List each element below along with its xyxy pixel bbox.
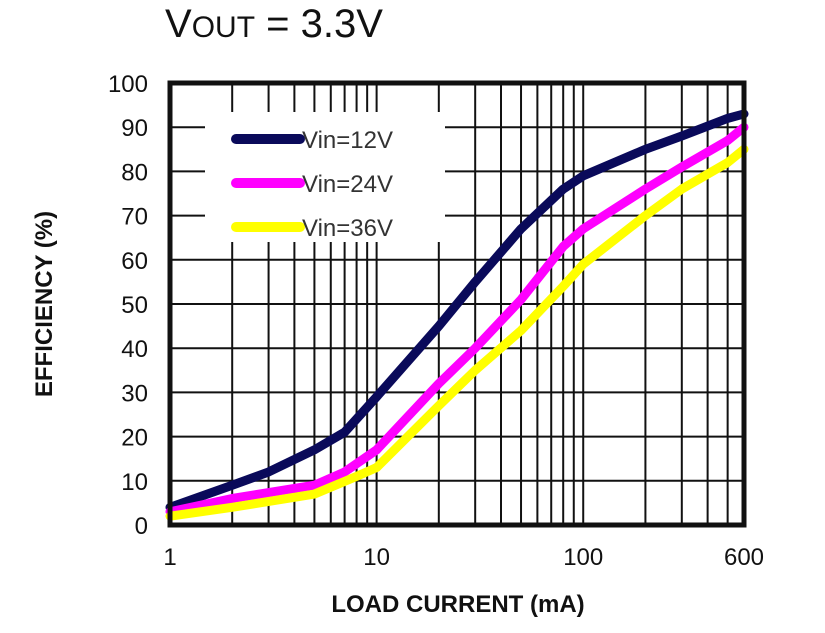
y-tick-label: 50 — [121, 292, 148, 319]
y-axis-label: EFFICIENCY (%) — [31, 211, 58, 397]
y-tick-label: 10 — [121, 469, 148, 496]
series-line — [165, 122, 749, 517]
legend-label: Vin=24V — [302, 171, 393, 198]
chart-title: VOUT = 3.3V — [165, 2, 383, 46]
legend-label: Vin=36V — [302, 215, 393, 242]
y-tick-label: 100 — [108, 71, 148, 98]
x-axis-label: LOAD CURRENT (mA) — [331, 591, 584, 618]
x-tick-label: 10 — [363, 544, 390, 571]
y-tick-label: 20 — [121, 425, 148, 452]
y-tick-label: 60 — [121, 248, 148, 275]
series-lines — [165, 109, 749, 521]
x-tick-label: 100 — [563, 544, 603, 571]
y-tick-label: 80 — [121, 159, 148, 186]
series-line — [165, 109, 749, 512]
x-tick-label: 1 — [163, 544, 176, 571]
y-tick-label: 70 — [121, 204, 148, 231]
plot-frame — [167, 80, 747, 528]
y-tick-label: 0 — [135, 513, 148, 540]
y-tick-label: 40 — [121, 336, 148, 363]
legend-label: Vin=12V — [302, 127, 393, 154]
y-tick-label: 90 — [121, 115, 148, 142]
series-line — [165, 144, 749, 521]
y-tick-label: 30 — [121, 380, 148, 407]
legend-box — [205, 112, 445, 242]
legend: Vin=12V Vin=24V Vin=36V — [205, 112, 445, 242]
x-tick-label: 600 — [724, 544, 764, 571]
